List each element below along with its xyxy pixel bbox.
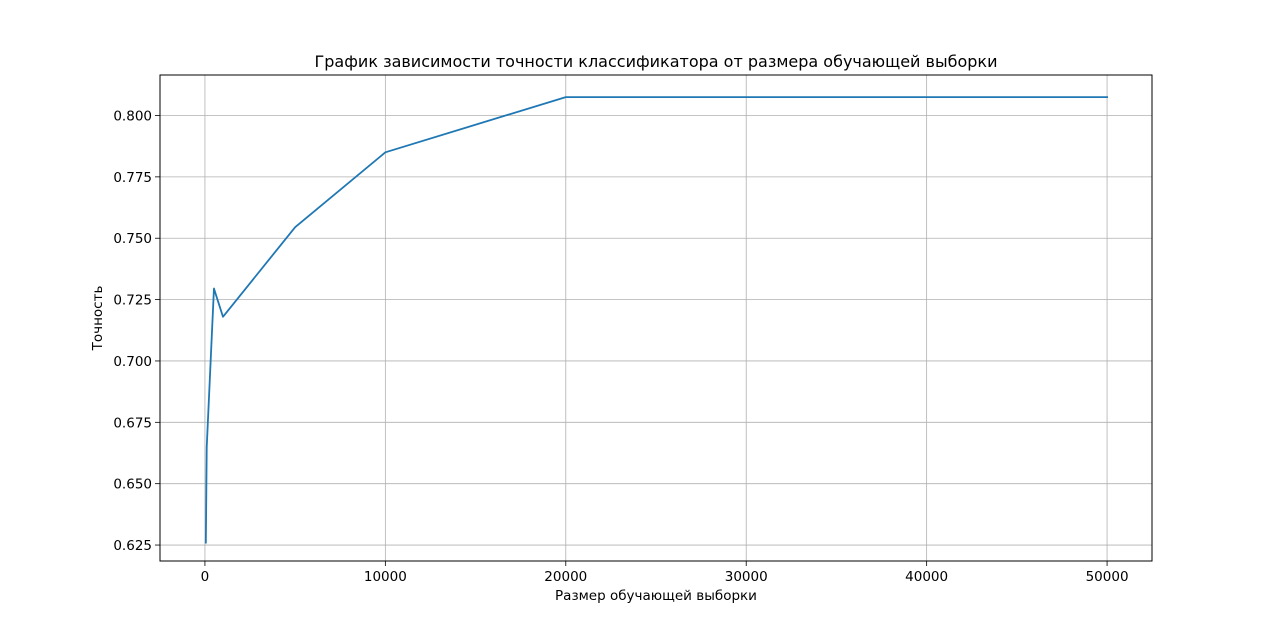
y-tick-label: 0.775 bbox=[113, 170, 152, 186]
y-tick-label: 0.675 bbox=[113, 415, 152, 431]
y-tick-label: 0.625 bbox=[113, 538, 152, 554]
y-tick-label: 0.800 bbox=[113, 109, 152, 125]
series-lines bbox=[204, 96, 1108, 544]
x-tick-label: 20000 bbox=[544, 569, 587, 585]
plot-frame bbox=[159, 74, 1153, 562]
grid bbox=[160, 75, 1152, 561]
chart-title: График зависимости точности классификато… bbox=[315, 52, 998, 71]
axis-ticks: 0 10000 20000 30000 40000 50000 0.625 0.650 0.67… bbox=[113, 109, 1128, 586]
x-tick-label: 30000 bbox=[725, 569, 768, 585]
y-tick-label: 0.750 bbox=[113, 231, 152, 247]
y-tick-label: 0.650 bbox=[113, 477, 152, 493]
y-tick-label: 0.725 bbox=[113, 293, 152, 309]
x-tick-label: 0 bbox=[201, 569, 210, 585]
y-tick-label: 0.700 bbox=[113, 354, 152, 370]
x-tick-label: 40000 bbox=[905, 569, 948, 585]
series-line-0 bbox=[204, 96, 1108, 544]
y-axis-label: Точность bbox=[90, 286, 106, 352]
x-tick-label: 50000 bbox=[1086, 569, 1129, 585]
x-tick-label: 10000 bbox=[364, 569, 407, 585]
x-axis-label: Размер обучающей выборки bbox=[555, 588, 757, 604]
